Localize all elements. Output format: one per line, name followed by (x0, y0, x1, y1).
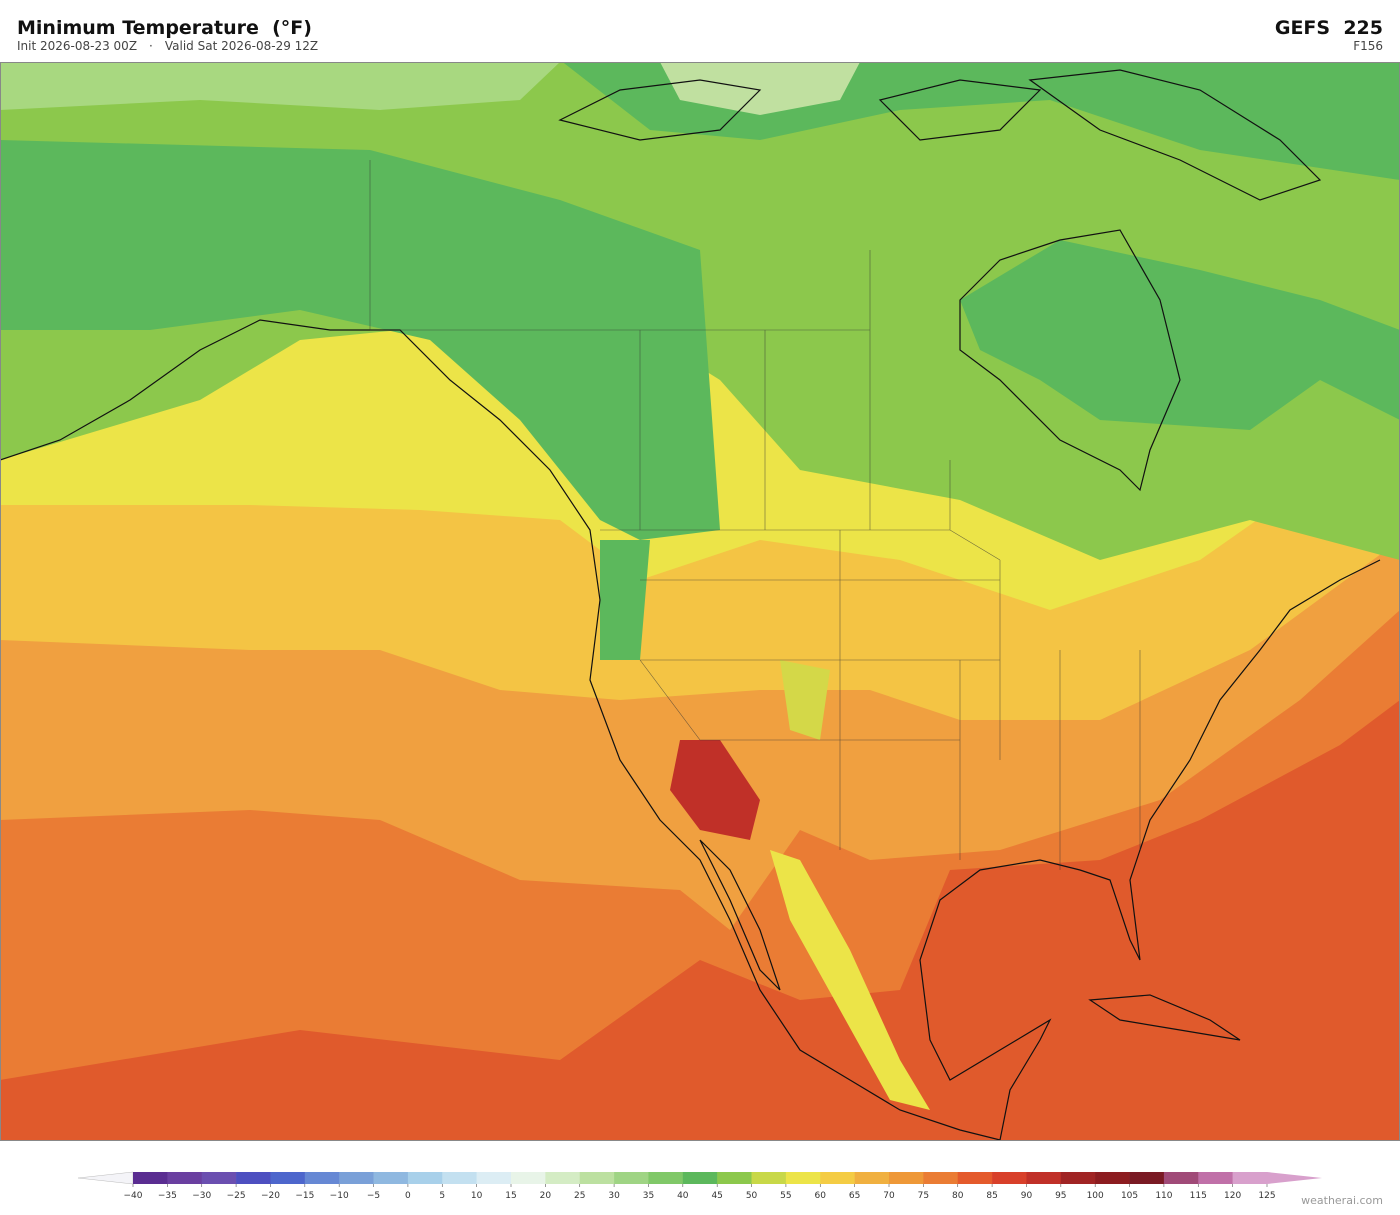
coastline-atlantic (919, 559, 1381, 1140)
separator: · (149, 39, 153, 53)
field-40-west (0, 140, 720, 540)
title: Minimum Temperature (°F) (17, 17, 312, 39)
colorbar-bin (785, 1172, 821, 1184)
field-30 (660, 62, 860, 115)
colorbar-label: 80 (952, 1191, 964, 1201)
coastline-pacific (0, 319, 1001, 1140)
colorbar-label: −20 (261, 1191, 280, 1201)
colorbar-bin (407, 1172, 443, 1184)
colorbar-bin (820, 1172, 855, 1184)
coastline-baja (699, 839, 781, 991)
colorbar-bin (614, 1172, 649, 1184)
colorbar-label: 25 (574, 1191, 585, 1201)
colorbar-bin (1129, 1172, 1165, 1184)
colorbar-bin (270, 1172, 306, 1184)
colorbar-label: 60 (815, 1191, 827, 1201)
field-cascades (600, 540, 650, 660)
field-40-east (960, 240, 1400, 430)
colorbar-label: −10 (330, 1191, 349, 1201)
colorbar-bin (304, 1172, 340, 1184)
colorbar-bin (545, 1172, 581, 1184)
coastline-hudson (959, 229, 1181, 492)
colorbar-label: 40 (677, 1191, 689, 1201)
colorbar-bin (992, 1172, 1027, 1184)
colorbar-label: 75 (918, 1191, 929, 1201)
colorbar-bin (717, 1172, 752, 1184)
colorbar-label: −25 (227, 1191, 246, 1201)
colorbar-bin (1163, 1172, 1199, 1184)
colorbar-bin (1232, 1172, 1268, 1184)
colorbar-bin (476, 1172, 512, 1184)
colorbar-label: 10 (471, 1191, 483, 1201)
colorbar-over (1267, 1172, 1322, 1184)
model: GEFS 225 (1275, 17, 1383, 39)
colorbar-bin (648, 1172, 684, 1184)
colorbar-label: 115 (1190, 1191, 1207, 1201)
init: Init 2026-08-23 00Z (17, 39, 137, 53)
field-90 (670, 740, 760, 840)
colorbar-bin (854, 1172, 890, 1184)
colorbar-bin (511, 1172, 546, 1184)
colorbar-bin (339, 1172, 374, 1184)
colorbar-label: 45 (711, 1191, 722, 1201)
colorbar-label: 30 (608, 1191, 620, 1201)
colorbar-label: 0 (405, 1191, 411, 1201)
colorbar-label: −35 (158, 1191, 177, 1201)
colorbar-bin (373, 1172, 409, 1184)
colorbar-bin (167, 1172, 203, 1184)
valid: Valid Sat 2026-08-29 12Z (165, 39, 318, 53)
colorbar-label: 90 (1021, 1191, 1033, 1201)
colorbar-label: −40 (124, 1191, 143, 1201)
map (0, 62, 1400, 1140)
colorbar-bin (1060, 1172, 1096, 1184)
colorbar-bin (442, 1172, 477, 1184)
colorbar-label: 95 (1055, 1191, 1066, 1201)
colorbar-label: 120 (1224, 1191, 1241, 1201)
colorbar-label: 20 (540, 1191, 552, 1201)
colorbar-label: 15 (505, 1191, 516, 1201)
colorbar-bin (889, 1172, 924, 1184)
colorbar-label: 35 (643, 1191, 654, 1201)
watermark: weatherai.com (1301, 1194, 1383, 1207)
colorbar-bin (201, 1172, 237, 1184)
colorbar: −40 −35 −30 −25 −20 −15 −10 −5 0 5 10 15 20 25 30 35 40 4… (77, 1171, 1322, 1201)
colorbar-label: 50 (746, 1191, 758, 1201)
colorbar-bin (1095, 1172, 1130, 1184)
colorbar-label: 125 (1258, 1191, 1275, 1201)
colorbar-bin (579, 1172, 615, 1184)
colorbar-label: −30 (192, 1191, 211, 1201)
colorbar-bin (957, 1172, 993, 1184)
colorbar-label: 110 (1155, 1191, 1172, 1201)
subtitle: Init 2026-08-23 00Z · Valid Sat 2026-08-29… (17, 39, 318, 53)
colorbar-label: 55 (780, 1191, 791, 1201)
field-highlands (770, 850, 930, 1110)
colorbar-bin (682, 1172, 718, 1184)
colorbar-label: 5 (439, 1191, 445, 1201)
colorbar-label: 70 (883, 1191, 895, 1201)
colorbar-label: −5 (367, 1191, 380, 1201)
coastline-cuba (1088, 994, 1241, 1041)
colorbar-under (77, 1171, 134, 1185)
colorbar-bin (751, 1172, 787, 1184)
colorbar-bin (133, 1172, 168, 1184)
colorbar-bin (1198, 1172, 1233, 1184)
field-35-north (0, 62, 560, 110)
field-rockies (780, 660, 830, 740)
colorbar-bin (1026, 1172, 1062, 1184)
colorbar-label: 105 (1121, 1191, 1138, 1201)
colorbar-label: −15 (295, 1191, 314, 1201)
colorbar-bin (923, 1172, 959, 1184)
coastline-arctic (558, 69, 1322, 201)
forecast-hour: F156 (1353, 39, 1383, 53)
colorbar-label: 65 (849, 1191, 860, 1201)
colorbar-label: 85 (986, 1191, 997, 1201)
colorbar-bin (236, 1172, 271, 1184)
admin-borders (369, 160, 1141, 870)
colorbar-label: 100 (1087, 1191, 1104, 1201)
